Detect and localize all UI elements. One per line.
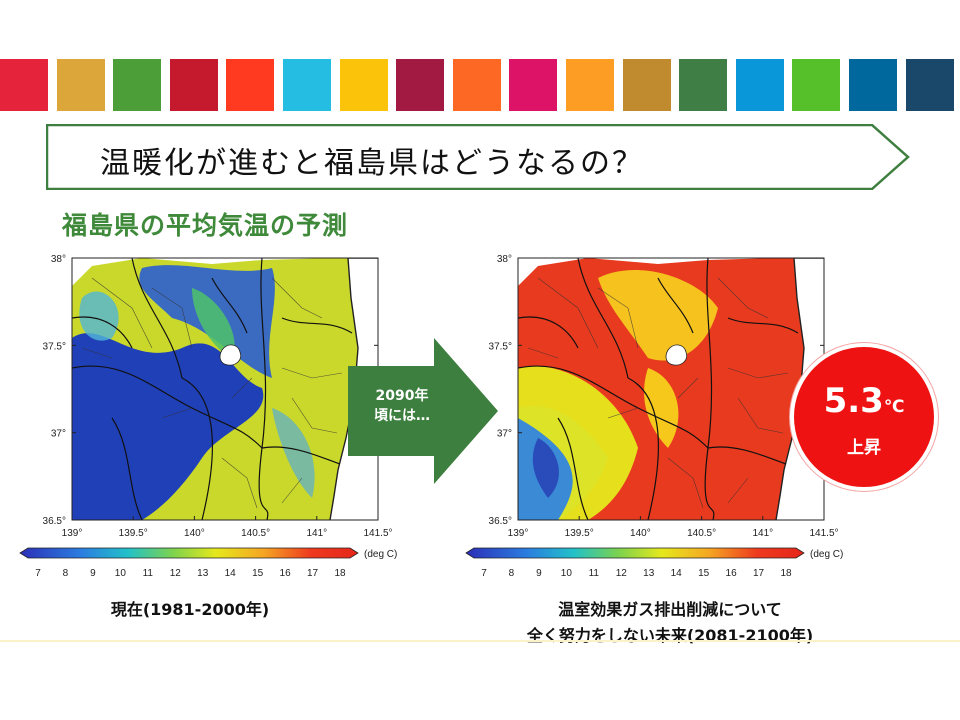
sdg-color-bar — [0, 59, 960, 111]
scale-tick-label: 18 — [780, 568, 792, 579]
sdg-block-14 — [735, 59, 784, 111]
sdg-block-15 — [792, 59, 841, 111]
section-subtitle: 福島県の平均気温の予測 — [62, 211, 349, 240]
arrow-label-period: 頃には… — [374, 408, 430, 424]
scale-tick-label: 16 — [726, 568, 738, 579]
x-tick-label: 139° — [62, 528, 83, 539]
scale-tick-label: 14 — [671, 568, 683, 579]
rise-number: 5.3 — [823, 381, 884, 421]
sdg-block-6 — [283, 59, 331, 111]
scale-tick-label: 8 — [63, 568, 69, 579]
caption-future-line1: 温室効果ガス排出削減について — [558, 600, 782, 619]
sdg-block-4 — [169, 59, 218, 111]
sdg-block-9 — [452, 59, 501, 111]
arrow-label: 2090年 頃には… — [352, 386, 452, 426]
x-tick-label: 140° — [184, 528, 205, 539]
scale-tick-label: 13 — [643, 568, 655, 579]
sdg-block-10 — [509, 59, 558, 111]
rise-label: 上昇 — [847, 438, 881, 458]
color-scale-bar — [465, 547, 805, 559]
sdg-block-8 — [396, 59, 445, 111]
scale-tick-label: 11 — [143, 568, 154, 579]
x-tick-label: 140.5° — [241, 528, 270, 539]
temperature-rise-badge: 5.3℃ 上昇 — [790, 343, 938, 491]
y-tick-label: 37° — [51, 429, 66, 440]
scale-tick-label: 16 — [280, 568, 292, 579]
scale-tick-label: 12 — [170, 568, 182, 579]
y-tick-label: 37.5° — [489, 341, 512, 352]
scale-tick-label: 10 — [115, 568, 127, 579]
x-tick-label: 141.5° — [809, 528, 838, 539]
scale-unit: (deg C) — [810, 549, 843, 560]
scale-tick-label: 7 — [35, 568, 41, 579]
color-scale-bar — [19, 547, 359, 559]
sdg-block-12 — [622, 59, 671, 111]
sdg-block-3 — [113, 59, 162, 111]
scale-tick-label: 17 — [307, 568, 319, 579]
y-tick-label: 36.5° — [43, 516, 66, 527]
y-tick-label: 37.5° — [43, 341, 66, 352]
x-tick-label: 140° — [630, 528, 651, 539]
x-tick-label: 141° — [752, 528, 773, 539]
x-tick-label: 141.5° — [363, 528, 392, 539]
caption-current: 現在(1981-2000年) — [110, 600, 270, 619]
sdg-block-11 — [566, 59, 614, 111]
scale-tick-label: 13 — [197, 568, 209, 579]
y-tick-label: 38° — [51, 254, 66, 265]
x-tick-label: 139° — [508, 528, 529, 539]
y-tick-label: 36.5° — [489, 516, 512, 527]
scale-tick-label: 14 — [225, 568, 237, 579]
x-tick-label: 139.5° — [119, 528, 148, 539]
sdg-block-17 — [905, 59, 954, 111]
scale-tick-label: 12 — [616, 568, 628, 579]
rise-unit: ℃ — [883, 397, 905, 417]
scale-tick-label: 9 — [536, 568, 542, 579]
x-tick-label: 140.5° — [687, 528, 716, 539]
scale-tick-label: 10 — [561, 568, 573, 579]
sdg-block-1 — [0, 59, 48, 111]
scale-tick-label: 18 — [334, 568, 346, 579]
y-tick-label: 38° — [497, 254, 512, 265]
map-future: 38° 37.5° 37° 36.5° 139° 139.5° 140° 140.5° 141°… — [456, 246, 876, 586]
scale-tick-label: 17 — [753, 568, 765, 579]
rise-value: 5.3℃ — [794, 381, 934, 421]
temperature-map-future: 38° 37.5° 37° 36.5°139° 139.5° 140° 140.5° 141°… — [465, 254, 843, 579]
footer-divider — [0, 640, 960, 642]
scale-tick-label: 15 — [698, 568, 710, 579]
x-tick-label: 139.5° — [565, 528, 594, 539]
scale-tick-label: 9 — [90, 568, 96, 579]
sdg-block-16 — [849, 59, 897, 111]
map-current: 38° 37.5° 37° 36.5° 139° 139.5° 140° 140.5° 141°… — [10, 246, 430, 586]
scale-tick-label: 11 — [589, 568, 600, 579]
scale-tick-label: 15 — [252, 568, 264, 579]
y-tick-label: 37° — [497, 429, 512, 440]
scale-tick-label: 8 — [509, 568, 515, 579]
scale-unit: (deg C) — [364, 549, 397, 560]
title-banner: 温暖化が進むと福島県はどうなるの？ — [46, 124, 910, 190]
sdg-block-2 — [56, 59, 105, 111]
page-title: 温暖化が進むと福島県はどうなるの？ — [100, 146, 644, 181]
sdg-block-13 — [679, 59, 728, 111]
x-tick-label: 141° — [306, 528, 327, 539]
title-banner-shape — [46, 124, 910, 190]
scale-tick-label: 7 — [481, 568, 487, 579]
temperature-map-current: 38° 37.5° 37° 36.5°139° 139.5° 140° 140.5° 141°… — [19, 254, 397, 579]
forward-arrow-icon — [348, 338, 498, 484]
arrow-label-year: 2090年 — [375, 388, 429, 404]
sdg-block-5 — [226, 59, 275, 111]
caption-future-line2: 全く努力をしない未来(2081-2100年) — [526, 626, 814, 645]
sdg-block-7 — [339, 59, 388, 111]
